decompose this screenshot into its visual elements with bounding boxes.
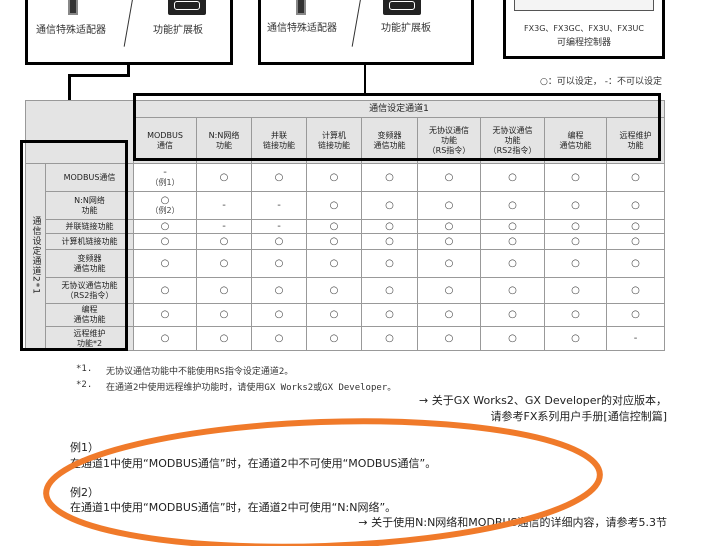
connector: [364, 64, 366, 94]
column-header: 无协议通信 功能 （RS2指令）: [480, 117, 545, 164]
column-header: 计算机 链接功能: [306, 117, 362, 164]
table-cell: ○: [480, 303, 545, 327]
channel1-title: 通信设定通道1: [133, 100, 665, 118]
table-cell: -: [196, 191, 252, 220]
table-cell: ○: [196, 277, 252, 304]
table-cell: ○: [361, 326, 418, 351]
table-cell: ○: [133, 249, 197, 278]
connector: [127, 64, 130, 76]
table-cell: ○: [306, 191, 362, 220]
table-cell: - （例1）: [133, 163, 197, 192]
table-cell: ○: [544, 326, 607, 351]
table-row: N:N网络 功能 ○ （例2） - - ○ ○ ○ ○ ○ ○: [26, 191, 665, 220]
compatibility-table: 通信设定通道1 MODBUS 通信 N:N网络 功能 并联 链接功能 计算机 链接功能 变频器通…: [25, 100, 665, 351]
table-row: 无协议通信功能 （RS2指令） ○ ○ ○ ○ ○ ○ ○ ○ ○: [26, 277, 665, 304]
table-row: 变频器 通信功能 ○ ○ ○ ○ ○ ○ ○ ○ ○: [26, 249, 665, 278]
table-cell: ○: [606, 191, 665, 220]
table-cell: ○: [480, 326, 545, 351]
example-title: 例2）: [70, 486, 99, 499]
table-cell: ○: [544, 303, 607, 327]
footnote-text: 无协议通信功能中不能使用RS指令设定通道2。: [106, 367, 294, 377]
plc-box: FX3G、FX3GC、FX3U、FX3UC 可编程控制器: [503, 0, 665, 59]
channel1-device-box: 通信特殊适配器 功能扩展板: [25, 0, 233, 65]
expansion-board-label: 功能扩展板: [153, 25, 203, 36]
row-header: 并联链接功能: [45, 219, 134, 234]
table-cell: ○: [361, 277, 418, 304]
column-header: 变频器 通信功能: [361, 117, 418, 164]
table-cell: ○: [306, 249, 362, 278]
table-cell: ○: [306, 303, 362, 327]
row-header: 无协议通信功能 （RS2指令）: [45, 277, 134, 304]
footnote-mark: *1.: [76, 364, 93, 374]
connector: [68, 74, 130, 77]
column-header: 并联 链接功能: [251, 117, 307, 164]
example-text: 在通道1中使用“MODBUS通信”时，在通道2中可使用“N:N网络”。: [70, 501, 397, 514]
table-cell: ○: [480, 191, 545, 220]
adapter-icon: [68, 0, 78, 15]
column-header: MODBUS 通信: [133, 117, 197, 164]
column-header: N:N网络 功能: [196, 117, 252, 164]
column-header: 编程 通信功能: [544, 117, 607, 164]
adapter-label: 通信特殊适配器: [267, 23, 337, 34]
adapter-icon: [296, 0, 306, 15]
adapter-label: 通信特殊适配器: [36, 25, 106, 36]
legend: ○：可以设定， -：不可以设定: [540, 77, 662, 87]
db9-port-icon: [383, 0, 421, 15]
table-cell: ○: [544, 191, 607, 220]
corner-cell: [25, 100, 134, 164]
table-cell: ○: [196, 303, 252, 327]
channel1-highlight: [133, 93, 661, 161]
table-row: 计算机链接功能 ○ ○ ○ ○ ○ ○ ○ ○ ○: [26, 233, 665, 250]
db9-port-icon: [168, 0, 206, 15]
table-row: 并联链接功能 ○ - - ○ ○ ○ ○ ○ ○: [26, 219, 665, 234]
table-cell: ○: [606, 163, 665, 192]
footnote-mark: *2.: [76, 380, 93, 390]
row-header: 远程维护 功能*2: [45, 326, 134, 351]
table-cell: -: [606, 326, 665, 351]
table-cell: ○: [544, 163, 607, 192]
row-header: 编程 通信功能: [45, 303, 134, 327]
plc-icon: [514, 0, 654, 11]
channel2-title: 通信设定通道2*1: [30, 216, 41, 295]
row-header: N:N网络 功能: [45, 191, 134, 220]
column-header: 无协议通信 功能 （RS指令）: [417, 117, 481, 164]
table-cell: ○: [251, 326, 307, 351]
column-header: 远程维护 功能: [606, 117, 665, 164]
table-row: 远程维护 功能*2 ○ ○ ○ ○ ○ ○ ○ ○ -: [26, 326, 665, 351]
expansion-board-label: 功能扩展板: [381, 23, 431, 34]
table-cell: ○: [133, 326, 197, 351]
example-text: 在通道1中使用“MODBUS通信”时，在通道2中不可使用“MODBUS通信”。: [70, 457, 437, 470]
table-cell: ○: [361, 191, 418, 220]
table-cell: ○: [606, 249, 665, 278]
channel2-device-box: 通信特殊适配器 功能扩展板: [258, 0, 474, 65]
example-title: 例1）: [70, 441, 99, 454]
reference-note: → 关于GX Works2、GX Developer的对应版本，: [419, 394, 667, 407]
plc-model-label: FX3G、FX3GC、FX3U、FX3UC: [524, 24, 644, 33]
channel2-highlight: [20, 140, 128, 351]
table-cell: ○: [544, 277, 607, 304]
plc-type-label: 可编程控制器: [556, 38, 611, 48]
reference-note: 请参考FX系列用户手册[通信控制篇]: [490, 410, 667, 423]
footnote-text: 在通道2中使用远程维护功能时，请使用GX Works2或GX Developer…: [106, 383, 397, 393]
